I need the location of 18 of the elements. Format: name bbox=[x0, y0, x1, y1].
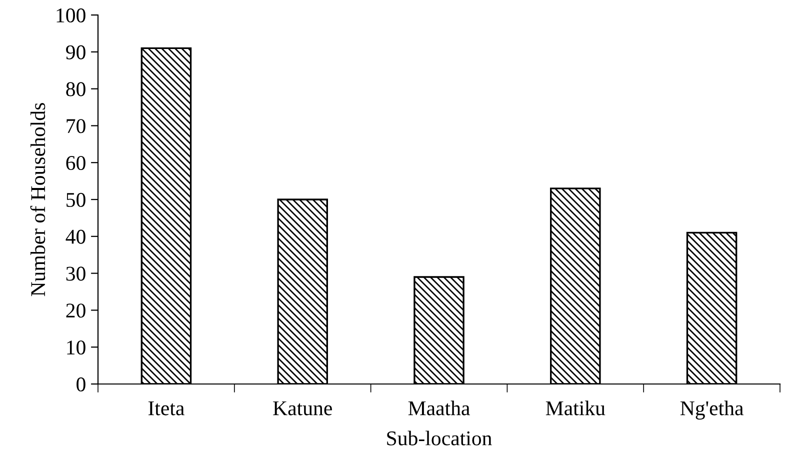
y-tick-label: 10 bbox=[67, 340, 86, 355]
x-axis-title: Sub-location bbox=[387, 430, 492, 446]
x-tick-label: Katune bbox=[273, 401, 332, 416]
x-tick-label: Matiku bbox=[546, 400, 606, 416]
y-axis-title: Number of Households bbox=[30, 103, 46, 296]
y-tick-label: 60 bbox=[66, 156, 86, 170]
y-tick-label: 90 bbox=[66, 45, 86, 60]
x-tick-label: Ng'etha bbox=[680, 400, 744, 420]
x-tick-label: Iteta bbox=[148, 401, 184, 416]
y-tick-label: 100 bbox=[56, 8, 86, 22]
y-tick-label: 70 bbox=[66, 119, 86, 134]
y-tick-label: 50 bbox=[66, 192, 86, 207]
y-tick-label: 40 bbox=[66, 230, 86, 244]
x-tick-label: Maatha bbox=[408, 400, 470, 416]
y-tick-label: 80 bbox=[66, 82, 86, 96]
y-tick-label: 30 bbox=[66, 266, 86, 281]
y-tick-label: 20 bbox=[66, 304, 86, 318]
y-tick-label: 0 bbox=[76, 377, 86, 392]
